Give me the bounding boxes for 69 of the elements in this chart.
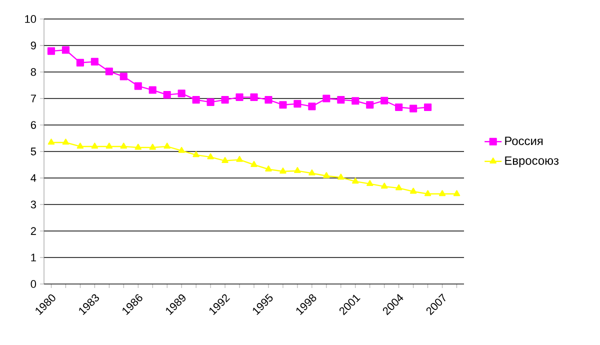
point — [76, 142, 84, 149]
point — [178, 146, 185, 153]
point — [352, 97, 360, 105]
point — [48, 138, 55, 145]
point — [424, 190, 432, 196]
point — [395, 184, 402, 190]
point — [76, 58, 84, 67]
legend-label: Россия — [505, 136, 543, 146]
point — [206, 98, 214, 106]
point — [148, 86, 156, 94]
point — [308, 169, 316, 176]
y-tick-label: 8 — [30, 68, 36, 76]
point — [453, 190, 460, 196]
y-tick-label: 7 — [30, 94, 36, 102]
point — [164, 142, 170, 149]
point — [308, 102, 316, 110]
point — [410, 188, 417, 194]
y-tick-label: 2 — [30, 227, 36, 235]
point — [366, 180, 374, 186]
point — [380, 96, 388, 104]
y-tick-label: 5 — [30, 148, 36, 156]
point — [91, 142, 98, 149]
point — [222, 156, 228, 163]
y-tick-label: 3 — [30, 200, 36, 208]
y-tick-label: 9 — [30, 42, 36, 50]
point — [236, 93, 244, 101]
point — [323, 172, 330, 178]
point — [120, 142, 128, 149]
point — [250, 93, 258, 101]
point — [236, 156, 243, 162]
point — [134, 144, 142, 150]
point — [221, 96, 229, 104]
y-tick-label: 10 — [25, 15, 36, 23]
point — [163, 91, 171, 99]
point — [322, 94, 330, 102]
point — [265, 165, 272, 172]
y-tick-label: 0 — [30, 280, 36, 288]
point — [410, 104, 418, 112]
point — [337, 96, 345, 104]
legend-label: Евросоюз — [505, 156, 559, 168]
point — [62, 46, 70, 54]
y-tick-label: 6 — [30, 121, 36, 129]
point — [280, 168, 286, 174]
point — [192, 96, 200, 104]
point — [120, 72, 128, 80]
point — [62, 138, 70, 145]
point — [192, 151, 200, 158]
point — [134, 82, 142, 90]
point — [338, 174, 344, 180]
point — [250, 160, 258, 167]
point — [279, 101, 287, 109]
point — [178, 90, 186, 98]
point — [149, 144, 156, 150]
point — [438, 190, 446, 196]
point — [352, 178, 359, 184]
point — [90, 58, 98, 66]
point — [105, 68, 113, 76]
y-tick-label: 4 — [30, 174, 36, 182]
point — [294, 100, 302, 108]
point — [264, 96, 272, 104]
point — [47, 47, 56, 55]
y-tick-label: 1 — [31, 254, 36, 262]
point — [380, 182, 388, 189]
point — [395, 103, 403, 112]
point — [207, 153, 214, 160]
point — [366, 101, 374, 109]
point — [294, 167, 301, 174]
point — [106, 142, 113, 149]
point — [424, 103, 432, 112]
